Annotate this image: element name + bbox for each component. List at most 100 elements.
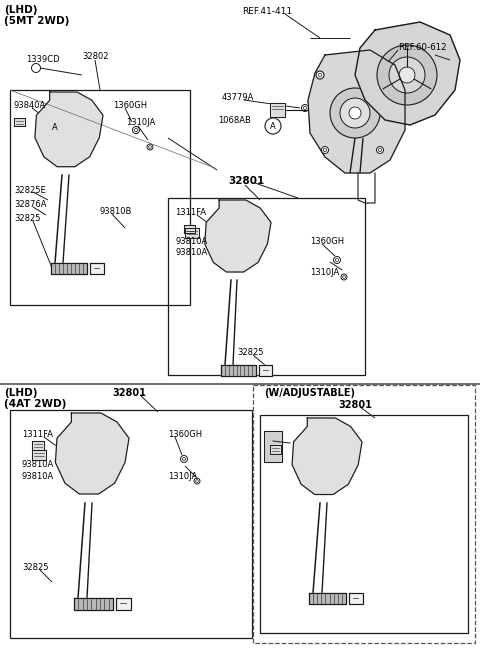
Circle shape — [100, 479, 102, 482]
Circle shape — [222, 258, 226, 262]
Polygon shape — [309, 593, 346, 604]
Circle shape — [322, 146, 328, 154]
Circle shape — [301, 104, 309, 112]
Text: 1310JA: 1310JA — [310, 268, 339, 277]
Circle shape — [132, 127, 140, 134]
Polygon shape — [32, 441, 44, 450]
Text: REF.41-411: REF.41-411 — [242, 7, 292, 16]
Circle shape — [32, 64, 40, 73]
Bar — [10, 90, 190, 305]
Circle shape — [76, 153, 78, 155]
Text: 93810A: 93810A — [175, 237, 207, 246]
Circle shape — [316, 71, 324, 79]
Polygon shape — [355, 22, 460, 125]
Circle shape — [180, 455, 188, 462]
Text: 1310JA: 1310JA — [126, 118, 155, 127]
Text: (W/ADJUSTABLE): (W/ADJUSTABLE) — [264, 388, 355, 398]
Text: 1360GH: 1360GH — [168, 430, 202, 439]
Polygon shape — [116, 598, 131, 610]
Circle shape — [378, 73, 382, 77]
Circle shape — [324, 148, 326, 152]
Text: 32801: 32801 — [228, 176, 264, 186]
Circle shape — [74, 152, 80, 157]
Bar — [10, 410, 252, 638]
Circle shape — [318, 73, 322, 77]
Circle shape — [230, 234, 240, 243]
Circle shape — [250, 213, 252, 216]
Polygon shape — [259, 365, 272, 376]
Text: 32825: 32825 — [237, 348, 264, 357]
Circle shape — [79, 104, 85, 110]
Circle shape — [269, 452, 277, 460]
Circle shape — [267, 435, 279, 447]
Text: 32802: 32802 — [82, 52, 108, 61]
Polygon shape — [270, 103, 285, 117]
Circle shape — [54, 153, 56, 155]
Text: 1360GH: 1360GH — [113, 101, 147, 110]
Circle shape — [377, 45, 437, 105]
Circle shape — [332, 479, 338, 485]
Circle shape — [78, 445, 100, 467]
Circle shape — [319, 454, 329, 464]
Text: 93810A: 93810A — [22, 460, 54, 469]
Circle shape — [334, 256, 340, 264]
Text: 32825E: 32825E — [14, 186, 46, 195]
Polygon shape — [74, 598, 113, 610]
Polygon shape — [221, 365, 256, 376]
Circle shape — [223, 259, 225, 261]
Circle shape — [196, 480, 198, 482]
Polygon shape — [264, 431, 282, 462]
Polygon shape — [90, 263, 104, 274]
Circle shape — [98, 478, 104, 483]
Polygon shape — [185, 228, 199, 238]
Text: 1339CD: 1339CD — [26, 55, 60, 64]
Circle shape — [336, 258, 338, 262]
Text: (5MT 2WD): (5MT 2WD) — [4, 16, 70, 26]
Circle shape — [104, 426, 109, 432]
Text: (LHD): (LHD) — [4, 5, 37, 15]
Polygon shape — [205, 200, 271, 272]
Circle shape — [47, 119, 63, 135]
Circle shape — [314, 449, 334, 469]
Polygon shape — [55, 413, 129, 494]
Circle shape — [376, 71, 384, 79]
Text: REF.60-612: REF.60-612 — [398, 43, 446, 52]
Text: A: A — [52, 123, 58, 132]
Text: (LHD): (LHD) — [4, 388, 37, 398]
Text: (4AT 2WD): (4AT 2WD) — [4, 399, 66, 409]
Text: 1310JA: 1310JA — [168, 472, 197, 481]
Text: A: A — [270, 122, 276, 131]
Polygon shape — [35, 92, 103, 167]
Circle shape — [182, 457, 186, 461]
Circle shape — [311, 480, 314, 483]
Text: 1360GH: 1360GH — [310, 237, 344, 246]
Circle shape — [149, 146, 151, 148]
Bar — [260, 415, 468, 633]
Text: 93810A: 93810A — [175, 248, 207, 257]
Circle shape — [61, 127, 71, 137]
Circle shape — [218, 213, 220, 216]
Polygon shape — [51, 263, 87, 274]
Text: 1311FA: 1311FA — [22, 430, 53, 439]
Circle shape — [52, 152, 58, 157]
Text: 1068AB: 1068AB — [218, 116, 251, 125]
Polygon shape — [292, 418, 362, 495]
Text: 32825: 32825 — [22, 563, 48, 572]
Bar — [168, 198, 365, 375]
Circle shape — [74, 478, 80, 483]
Circle shape — [244, 258, 248, 262]
Text: 32825: 32825 — [14, 214, 40, 223]
Circle shape — [304, 430, 310, 436]
Circle shape — [306, 432, 309, 435]
Circle shape — [248, 211, 254, 217]
Circle shape — [48, 106, 51, 108]
Circle shape — [340, 98, 370, 128]
Circle shape — [134, 129, 138, 132]
Polygon shape — [32, 450, 46, 460]
Text: 32801: 32801 — [338, 400, 372, 410]
Circle shape — [216, 211, 222, 217]
Polygon shape — [349, 593, 363, 604]
Circle shape — [147, 144, 153, 150]
Text: 32876A: 32876A — [14, 200, 47, 209]
Text: 43779A: 43779A — [222, 93, 254, 102]
